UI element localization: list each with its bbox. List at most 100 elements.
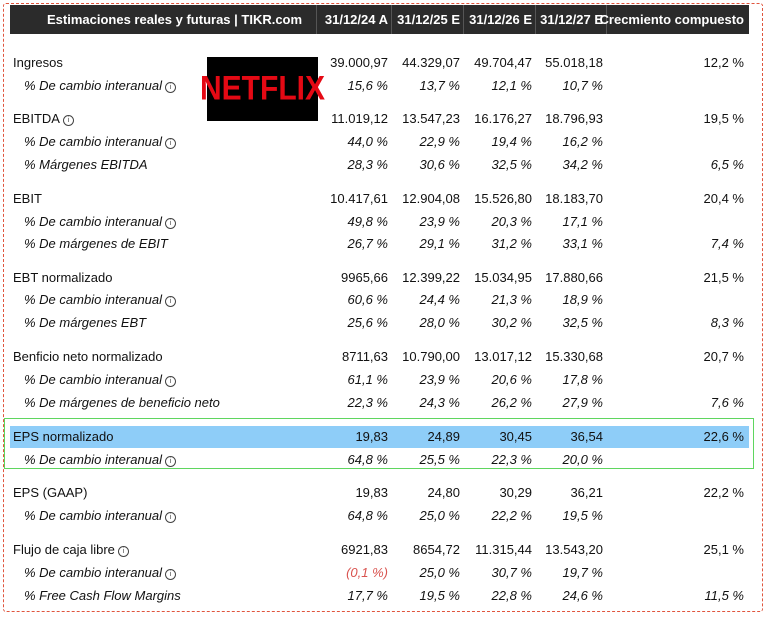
cell-value: 22,8 %: [491, 588, 532, 603]
cell-value: 29,1 %: [419, 236, 460, 251]
cell-value: 55.018,18: [545, 55, 603, 70]
cell-value: 12.904,08: [402, 191, 460, 206]
cell-value: 17,1 %: [562, 214, 603, 229]
cell-value: 33,1 %: [562, 236, 603, 251]
info-icon[interactable]: i: [165, 296, 177, 307]
cell-value: 8711,63: [341, 349, 388, 364]
cell-value: 22,2 %: [703, 485, 744, 500]
cell-value: 23,9 %: [419, 214, 460, 229]
info-icon[interactable]: i: [165, 456, 177, 467]
cell-value: 12,1 %: [491, 78, 532, 93]
cell-value: 24,3 %: [419, 395, 460, 410]
table-row: EBT normalizado 9965,66 12.399,22 15.034,95…: [10, 267, 749, 289]
cell-value: 18.183,70: [545, 191, 603, 206]
row-label: Benficio neto normalizado: [13, 349, 163, 364]
cell-value: 44,0 %: [347, 134, 388, 149]
row-label-text: % De cambio interanual: [24, 214, 163, 229]
cell-value: 44.329,07: [402, 55, 460, 70]
cell-value: 26,7 %: [347, 236, 388, 251]
table-subrow: % De cambio interanual i 61,1 % 23,9 % 20,6 …: [10, 369, 749, 391]
row-label: EPS (GAAP): [13, 485, 87, 500]
cell-value: 22,6 %: [703, 429, 744, 444]
netflix-logo-text: NETFLIX: [200, 69, 325, 108]
table-subrow: % De cambio interanual i (0,1 %) 25,0 % 30,7…: [10, 562, 749, 584]
info-icon[interactable]: i: [165, 512, 177, 523]
info-icon[interactable]: i: [165, 82, 177, 93]
info-icon[interactable]: i: [62, 115, 74, 126]
cell-value: 39.000,97: [330, 55, 388, 70]
cell-value: 12.399,22: [402, 270, 460, 285]
cell-value: 15,6 %: [347, 78, 388, 93]
table-subrow: % De márgenes de EBIT 26,7 % 29,1 % 31,2 % 3…: [10, 233, 749, 255]
cell-value: 32,5 %: [562, 315, 603, 330]
header-col-2026: 31/12/26 E: [469, 12, 532, 27]
row-label: EBT normalizado: [13, 270, 112, 285]
cell-value: 20,0 %: [562, 452, 603, 467]
cell-value: 19,4 %: [491, 134, 532, 149]
cell-value: 8,3 %: [710, 315, 744, 330]
cell-value: 22,2 %: [491, 508, 532, 523]
info-icon[interactable]: i: [165, 569, 177, 580]
row-label: % De márgenes de EBIT: [24, 236, 168, 251]
cell-value: 10.417,61: [330, 191, 388, 206]
row-label-text: % De márgenes EBT: [24, 315, 147, 330]
cell-value: 19,5 %: [562, 508, 603, 523]
cell-value: 28,3 %: [347, 157, 388, 172]
cell-value: 20,4 %: [703, 191, 744, 206]
table-row: Benficio neto normalizado 8711,63 10.790,0…: [10, 346, 749, 368]
cell-value: 22,3 %: [347, 395, 388, 410]
cell-value: 49.704,47: [474, 55, 532, 70]
row-label: % De cambio interanual i: [24, 565, 177, 580]
table-row: EPS (GAAP) 19,83 24,80 30,29 36,21 22,2 %: [10, 482, 749, 504]
cell-value: 17.880,66: [545, 270, 603, 285]
row-label: % De cambio interanual i: [24, 508, 177, 523]
cell-value: 16.176,27: [474, 111, 532, 126]
row-label: EPS normalizado: [13, 429, 113, 444]
cell-value: 21,5 %: [703, 270, 744, 285]
cell-value: 13.547,23: [402, 111, 460, 126]
cell-value: 19,83: [355, 485, 388, 500]
cell-value: 19,5 %: [703, 111, 744, 126]
cell-value: 13.543,20: [545, 542, 603, 557]
cell-value: 8654,72: [413, 542, 460, 557]
info-icon[interactable]: i: [165, 218, 177, 229]
table-subrow: % De cambio interanual i 49,8 % 23,9 % 20,3 …: [10, 211, 749, 233]
cell-value: 12,2 %: [703, 55, 744, 70]
row-label: % Free Cash Flow Margins: [24, 588, 181, 603]
cell-value: 64,8 %: [347, 452, 388, 467]
cell-value: 27,9 %: [562, 395, 603, 410]
row-label-text: % De márgenes de EBIT: [24, 236, 168, 251]
header-col-cagr: Crecmiento compuesto: [599, 12, 744, 27]
info-icon[interactable]: i: [165, 376, 177, 387]
cell-value: 25,6 %: [347, 315, 388, 330]
cell-value: 20,3 %: [491, 214, 532, 229]
cell-value: 24,6 %: [562, 588, 603, 603]
row-label: % De cambio interanual i: [24, 78, 177, 93]
cell-value: 30,2 %: [491, 315, 532, 330]
row-label-text: EPS normalizado: [13, 429, 114, 444]
cell-value: 11.315,44: [475, 542, 532, 557]
cell-value: 61,1 %: [347, 372, 388, 387]
cell-value: 17,7 %: [347, 588, 388, 603]
cell-value: 31,2 %: [491, 236, 532, 251]
table-row: EPS normalizado 19,83 24,89 30,45 36,54 22,6 …: [10, 426, 749, 448]
cell-value: 60,6 %: [347, 292, 388, 307]
table-header: Estimaciones reales y futuras | TIKR.com…: [10, 5, 749, 34]
row-label: % De cambio interanual i: [24, 372, 177, 387]
info-icon[interactable]: i: [117, 546, 129, 557]
highlight-box: [4, 418, 754, 469]
info-icon[interactable]: i: [165, 138, 177, 149]
row-label-text: EBITDA: [13, 111, 60, 126]
cell-value: 18.796,93: [545, 111, 603, 126]
cell-value: 17,8 %: [562, 372, 603, 387]
row-label: Ingresos: [13, 55, 63, 70]
cell-value: 28,0 %: [419, 315, 460, 330]
header-title: Estimaciones reales y futuras | TIKR.com: [47, 12, 303, 27]
header-divider: [316, 5, 317, 34]
row-label-text: Ingresos: [13, 55, 63, 70]
row-label: % De márgenes de beneficio neto: [24, 395, 220, 410]
cell-value: 18,9 %: [562, 292, 603, 307]
table-row: EBIT 10.417,61 12.904,08 15.526,80 18.183,70…: [10, 188, 749, 210]
header-divider: [606, 5, 607, 34]
cell-value: 36,21: [570, 485, 603, 500]
